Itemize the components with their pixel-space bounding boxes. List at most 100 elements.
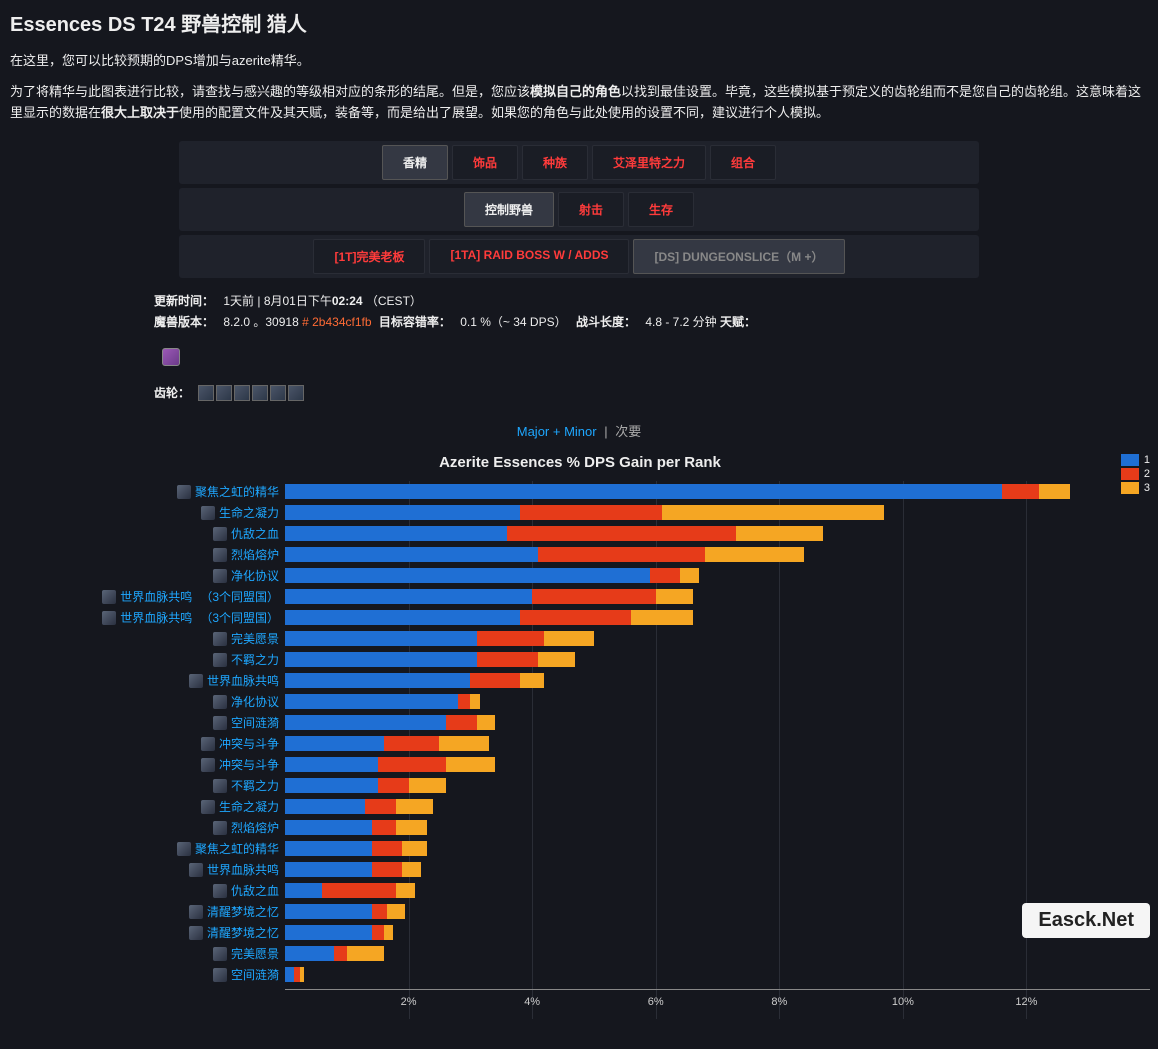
bar-row[interactable] — [285, 943, 1150, 964]
essence-name: 生命之凝力 — [219, 504, 279, 521]
tab-row-fight: [1T]完美老板[1TA] RAID BOSS W / ADDS[DS] DUN… — [179, 235, 979, 278]
bar-segment-rank3 — [402, 841, 427, 856]
bar-segment-rank3 — [477, 715, 496, 730]
essence-label[interactable]: 世界血脉共鸣 — [10, 859, 285, 880]
tab-category-4[interactable]: 组合 — [710, 145, 776, 180]
gear-icon[interactable] — [252, 385, 268, 401]
tab-spec-2[interactable]: 生存 — [628, 192, 694, 227]
bar-segment-rank3 — [705, 547, 804, 562]
essence-label[interactable]: 空间涟漪 — [10, 964, 285, 985]
essence-label[interactable]: 生命之凝力 — [10, 502, 285, 523]
essence-label[interactable]: 净化协议 — [10, 691, 285, 712]
bar-segment-rank1 — [285, 673, 470, 688]
essence-label[interactable]: 完美愿景 — [10, 628, 285, 649]
gear-icon[interactable] — [234, 385, 250, 401]
bar-segment-rank1 — [285, 946, 334, 961]
gear-icon[interactable] — [216, 385, 232, 401]
filter-minor[interactable]: 次要 — [615, 424, 641, 439]
essence-label[interactable]: 生命之凝力 — [10, 796, 285, 817]
tab-spec-1[interactable]: 射击 — [558, 192, 624, 227]
essence-label[interactable]: 完美愿景 — [10, 943, 285, 964]
bar-segment-rank2 — [1002, 484, 1039, 499]
essence-label[interactable]: 聚焦之虹的精华 — [10, 838, 285, 859]
essence-label[interactable]: 冲突与斗争 — [10, 733, 285, 754]
bar-row[interactable] — [285, 607, 1150, 628]
bar-segment-rank1 — [285, 862, 372, 877]
essence-label[interactable]: 世界血脉共鸣（3个同盟国） — [10, 586, 285, 607]
bar-row[interactable] — [285, 775, 1150, 796]
essence-label[interactable]: 冲突与斗争 — [10, 754, 285, 775]
bar-row[interactable] — [285, 859, 1150, 880]
essence-label[interactable]: 仇敌之血 — [10, 880, 285, 901]
gear-icon[interactable] — [198, 385, 214, 401]
tab-fight-2[interactable]: [DS] DUNGEONSLICE（M +） — [633, 239, 844, 274]
bar-row[interactable] — [285, 544, 1150, 565]
essence-icon — [189, 905, 203, 919]
bar-segment-rank1 — [285, 547, 538, 562]
watermark: Easck.Net — [1022, 903, 1150, 938]
bar-row[interactable] — [285, 481, 1150, 502]
essence-label[interactable]: 世界血脉共鸣（3个同盟国） — [10, 607, 285, 628]
bar-row[interactable] — [285, 649, 1150, 670]
essence-label[interactable]: 清醒梦境之忆 — [10, 901, 285, 922]
bar-segment-rank1 — [285, 484, 1002, 499]
bar-row[interactable] — [285, 502, 1150, 523]
bar-row[interactable] — [285, 628, 1150, 649]
tab-fight-0[interactable]: [1T]完美老板 — [313, 239, 425, 274]
tab-category-1[interactable]: 饰品 — [452, 145, 518, 180]
bar-segment-rank3 — [384, 925, 393, 940]
bar-row[interactable] — [285, 901, 1150, 922]
essence-label[interactable]: 烈焰熔炉 — [10, 544, 285, 565]
commit-hash[interactable]: # 2b434cf1fb — [302, 315, 371, 329]
bar-row[interactable] — [285, 670, 1150, 691]
tab-category-0[interactable]: 香精 — [382, 145, 448, 180]
essence-label[interactable]: 不羁之力 — [10, 775, 285, 796]
essence-label[interactable]: 不羁之力 — [10, 649, 285, 670]
bar-row[interactable] — [285, 838, 1150, 859]
essence-icon — [189, 926, 203, 940]
bar-row[interactable] — [285, 733, 1150, 754]
legend-label: 1 — [1144, 454, 1150, 466]
essence-label[interactable]: 聚焦之虹的精华 — [10, 481, 285, 502]
tab-category-3[interactable]: 艾泽里特之力 — [592, 145, 706, 180]
bar-segment-rank2 — [378, 757, 446, 772]
bar-row[interactable] — [285, 565, 1150, 586]
gear-icon[interactable] — [288, 385, 304, 401]
bar-row[interactable] — [285, 712, 1150, 733]
tab-category-2[interactable]: 种族 — [522, 145, 588, 180]
bar-segment-rank3 — [396, 799, 433, 814]
essence-icon — [189, 674, 203, 688]
essence-label[interactable]: 世界血脉共鸣 — [10, 670, 285, 691]
bar-segment-rank2 — [322, 883, 396, 898]
essence-name: 世界血脉共鸣 — [120, 609, 192, 626]
tab-spec-0[interactable]: 控制野兽 — [464, 192, 554, 227]
essence-label[interactable]: 烈焰熔炉 — [10, 817, 285, 838]
bar-row[interactable] — [285, 754, 1150, 775]
intro-1: 在这里，您可以比较预期的DPS增加与azerite精华。 — [10, 51, 1148, 72]
essence-icon — [177, 485, 191, 499]
essence-name: 完美愿景 — [231, 630, 279, 647]
gear-icon[interactable] — [270, 385, 286, 401]
updated-label: 更新时间： — [154, 294, 214, 308]
bar-row[interactable] — [285, 922, 1150, 943]
tab-fight-1[interactable]: [1TA] RAID BOSS W / ADDS — [429, 239, 629, 274]
filter-major-minor[interactable]: Major + Minor — [517, 424, 597, 439]
bar-row[interactable] — [285, 523, 1150, 544]
bar-row[interactable] — [285, 817, 1150, 838]
bar-row[interactable] — [285, 796, 1150, 817]
bar-segment-rank3 — [439, 736, 488, 751]
bar-row[interactable] — [285, 691, 1150, 712]
essence-label[interactable]: 净化协议 — [10, 565, 285, 586]
bar-row[interactable] — [285, 880, 1150, 901]
essence-label[interactable]: 仇敌之血 — [10, 523, 285, 544]
essence-label[interactable]: 空间涟漪 — [10, 712, 285, 733]
bar-segment-rank1 — [285, 967, 294, 982]
essence-label[interactable]: 清醒梦境之忆 — [10, 922, 285, 943]
gear-row: 齿轮： — [154, 384, 1004, 401]
essence-name: 冲突与斗争 — [219, 756, 279, 773]
essence-name: 世界血脉共鸣 — [120, 588, 192, 605]
talent-icon[interactable] — [162, 348, 180, 366]
bar-row[interactable] — [285, 586, 1150, 607]
bar-row[interactable] — [285, 964, 1150, 985]
bar-segment-rank3 — [396, 883, 415, 898]
